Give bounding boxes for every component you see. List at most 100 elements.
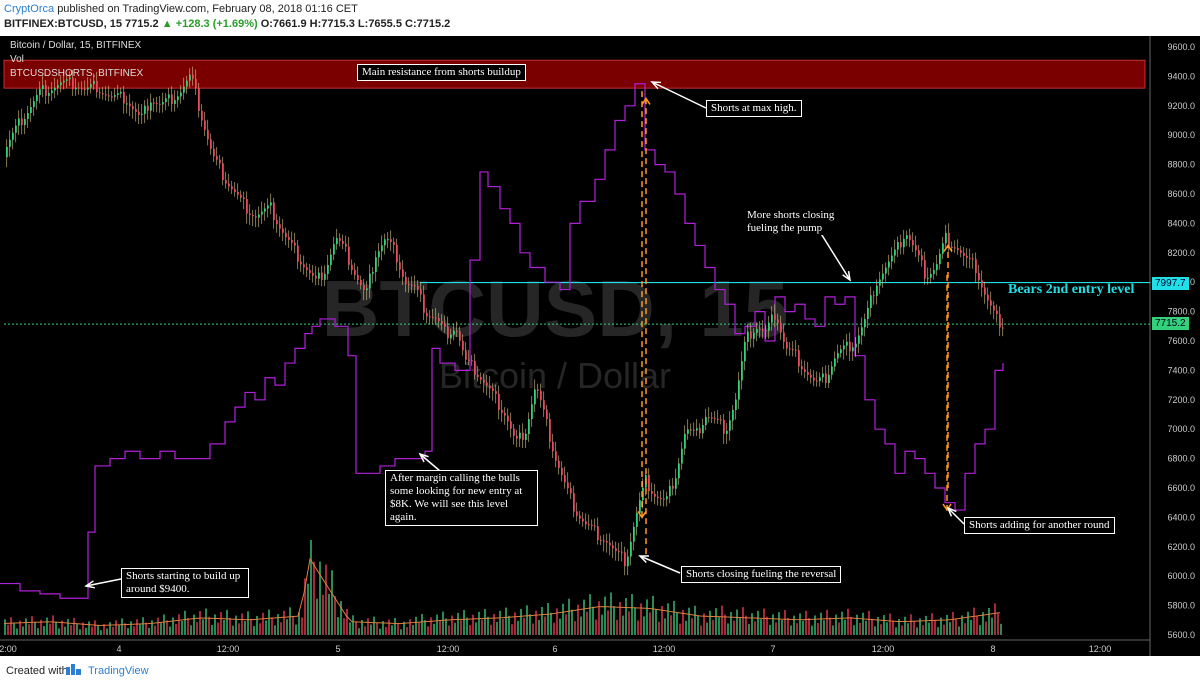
candle-body <box>990 300 992 306</box>
volume-bar <box>169 626 171 635</box>
x-tick-label: 4 <box>116 644 121 654</box>
volume-bar <box>16 628 18 635</box>
volume-bar <box>49 623 51 635</box>
volume-bar <box>10 617 12 635</box>
volume-bar <box>193 614 195 635</box>
candle-body <box>678 463 680 479</box>
volume-bar <box>928 622 930 635</box>
candle-body <box>387 239 389 241</box>
candle-body <box>918 250 920 256</box>
candle-body <box>996 310 998 315</box>
volume-bar <box>571 609 573 635</box>
volume-bar <box>988 607 990 635</box>
volume-bar <box>847 608 849 635</box>
candle-body <box>456 330 458 332</box>
pointer-max-high <box>651 81 707 109</box>
x-tick-label: 12:00 <box>872 644 895 654</box>
candle-body <box>342 240 344 244</box>
candle-body <box>933 270 935 274</box>
chart-area[interactable]: BTCUSD, 15 Bitcoin / Dollar 5600.0 5800.0 60… <box>0 36 1200 656</box>
volume-bar <box>403 621 405 635</box>
volume-bar <box>607 610 609 635</box>
volume-bar <box>658 621 660 635</box>
legend-main: Bitcoin / Dollar, 15, BITFINEX <box>10 40 142 51</box>
volume-bar <box>208 616 210 635</box>
candle-body <box>813 377 815 381</box>
candle-body <box>213 148 215 157</box>
volume-bar <box>466 617 468 635</box>
candle-body <box>948 232 950 247</box>
candle-body <box>801 366 803 370</box>
volume-bar <box>514 612 516 635</box>
candle-body <box>453 330 455 335</box>
candle-body <box>924 260 926 279</box>
candle-body <box>984 287 986 295</box>
candle-body <box>192 74 194 79</box>
annotation-resistance: Main resistance from shorts buildup <box>357 64 526 81</box>
volume-bar <box>793 615 795 635</box>
volume-bar <box>577 604 579 635</box>
candle-body <box>843 345 845 350</box>
author-link[interactable]: CryptOrca <box>4 3 55 15</box>
volume-bar <box>748 624 750 635</box>
candle-body <box>861 327 863 336</box>
volume-bar <box>601 614 603 635</box>
volume-bar <box>184 610 186 635</box>
candle-body <box>717 418 719 420</box>
candle-body <box>438 318 440 322</box>
candle-body <box>576 511 578 516</box>
volume-bar <box>709 610 711 635</box>
volume-bar <box>31 616 33 635</box>
volume-bar <box>592 606 594 635</box>
candle-body <box>687 429 689 434</box>
price-axis <box>1150 36 1200 656</box>
volume-bar <box>367 618 369 635</box>
volume-bar <box>463 610 465 635</box>
candle-body <box>24 119 26 126</box>
volume-bar <box>295 624 297 635</box>
y-tick-label: 9000.0 <box>1167 130 1195 140</box>
volume-bar <box>877 616 879 635</box>
candle-body <box>840 349 842 354</box>
volume-bar <box>778 612 780 635</box>
volume-bar <box>850 616 852 635</box>
candle-body <box>366 288 368 291</box>
candle-body <box>111 96 113 98</box>
y-tick-label: 8600.0 <box>1167 189 1195 199</box>
volume-bar <box>325 564 327 635</box>
tradingview-brand[interactable]: TradingView <box>88 665 149 677</box>
volume-bar <box>853 625 855 635</box>
volume-bar <box>289 607 291 635</box>
x-tick-label: 2:00 <box>0 644 17 654</box>
volume-bar <box>595 619 597 635</box>
candle-body <box>312 272 314 276</box>
pointer-adding <box>947 507 965 525</box>
candle-body <box>900 242 902 248</box>
candle-body <box>396 244 398 263</box>
volume-bar <box>73 617 75 635</box>
candle-body <box>501 409 503 413</box>
candle-body <box>510 421 512 429</box>
volume-bar <box>568 598 570 635</box>
candle-body <box>564 475 566 483</box>
candle-body <box>36 95 38 102</box>
volume-bar <box>94 620 96 635</box>
candle-body <box>318 272 320 279</box>
candle-body <box>711 417 713 419</box>
shorts-line <box>0 83 1004 599</box>
volume-bar <box>421 614 423 635</box>
volume-bar <box>550 612 552 635</box>
volume-bar <box>163 614 165 635</box>
candle-body <box>987 294 989 301</box>
candle-body <box>606 541 608 543</box>
volume-bar <box>811 625 813 635</box>
volume-bar <box>40 619 42 635</box>
candle-body <box>651 491 653 494</box>
candle-body <box>609 542 611 546</box>
candle-body <box>300 261 302 265</box>
candle-body <box>84 88 86 90</box>
candle-body <box>708 416 710 418</box>
y-tick-label: 6200.0 <box>1167 542 1195 552</box>
candle-body <box>489 385 491 389</box>
